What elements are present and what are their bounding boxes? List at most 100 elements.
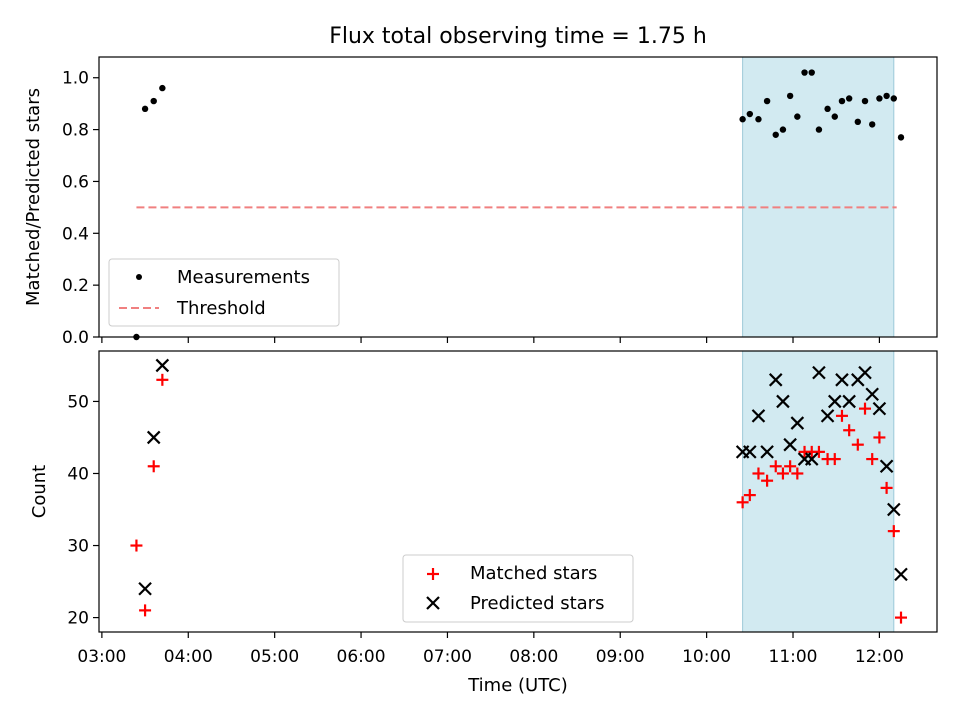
measurement-point — [786, 92, 794, 100]
predicted-point — [743, 445, 757, 459]
measurement-point — [779, 126, 787, 133]
ratio-y-tick-label: 0.0 — [62, 328, 89, 348]
predicted-legend-marker — [426, 596, 440, 610]
matched-point — [843, 424, 856, 437]
ratio-panel: 0.0 0.2 0.4 0.6 0.8 1.0 Matched/Predicted sta… — [23, 56, 938, 348]
matched-point — [859, 402, 872, 415]
measurement-point — [815, 126, 823, 133]
measurement-point — [763, 97, 771, 105]
count-legend-box — [402, 554, 634, 623]
x-tick-label: 08:00 — [509, 647, 558, 667]
x-tick-label: 12:00 — [855, 647, 904, 667]
matched-point — [880, 481, 893, 494]
predicted-point — [804, 452, 819, 466]
matched-point — [866, 453, 879, 466]
x-axis-label: Time (UTC) — [467, 675, 568, 696]
count-y-tick-label: 50 — [67, 392, 89, 412]
ratio-y-tick-label: 0.6 — [62, 172, 89, 192]
matched-point — [791, 467, 804, 480]
measurement-point — [869, 121, 876, 128]
predicted-point — [894, 567, 908, 582]
matched-point — [156, 373, 169, 386]
ratio-y-axis-label: Matched/Predicted stars — [23, 88, 44, 306]
predicted-point — [768, 373, 783, 387]
count-plot-frame — [98, 350, 938, 633]
x-tick-label: 06:00 — [337, 647, 386, 667]
count-legend: Matched stars Predicted stars — [402, 554, 634, 623]
ratio-legend-box — [108, 258, 340, 327]
predicted-point — [776, 394, 790, 409]
predicted-point — [790, 416, 805, 430]
measurement-point — [824, 105, 831, 113]
ratio-y-tick-label: 0.4 — [62, 224, 89, 244]
measurement-point — [861, 97, 869, 105]
matched-point — [784, 460, 797, 473]
ratio-y-tick-label: 1.0 — [62, 69, 89, 89]
ratio-y-tick-label: 0.8 — [62, 121, 89, 141]
x-tick-label: 11:00 — [769, 647, 818, 667]
predicted-legend-label: Predicted stars — [470, 593, 604, 614]
x-tick-label: 10:00 — [682, 647, 731, 667]
measurements-legend-label: Measurements — [177, 267, 310, 288]
matched-point — [147, 460, 160, 473]
count-y-tick-label: 20 — [67, 609, 89, 629]
measurements-legend-marker — [136, 274, 142, 280]
measurement-point — [739, 116, 746, 123]
predicted-point — [760, 445, 774, 459]
matched-point — [761, 474, 774, 487]
chart-title: Flux total observing time = 1.75 h — [329, 24, 707, 49]
predicted-point — [879, 459, 894, 474]
matched-point — [769, 460, 782, 473]
measurement-point — [897, 134, 905, 141]
x-tick-label: 07:00 — [423, 647, 472, 667]
x-tick-label: 09:00 — [596, 647, 645, 667]
measurement-point — [150, 97, 157, 105]
matched-legend-marker — [427, 568, 439, 580]
predicted-point — [783, 437, 797, 452]
predicted-point — [842, 394, 856, 409]
matched-point — [887, 525, 900, 538]
matched-point — [873, 431, 886, 444]
ratio-legend: Measurements Threshold — [108, 258, 340, 327]
measurement-point — [159, 84, 166, 92]
predicted-point — [858, 365, 872, 380]
threshold-legend-label: Threshold — [176, 298, 266, 319]
ratio-y-tick-label: 0.2 — [62, 276, 89, 296]
x-tick-label: 04:00 — [164, 647, 213, 667]
count-panel: 20 30 40 50 03:00 04:00 05:00 06:00 07:00 08:00 0… — [29, 350, 938, 696]
predicted-point — [865, 387, 879, 402]
x-tick-label: 03:00 — [77, 647, 126, 667]
measurement-point — [854, 118, 862, 126]
predicted-point — [138, 581, 152, 596]
matched-point — [130, 539, 143, 552]
measurement-point — [845, 95, 853, 102]
matched-point — [835, 409, 848, 422]
matched-point — [828, 453, 841, 466]
matched-point — [736, 496, 749, 509]
measurement-point — [141, 105, 149, 113]
matched-point — [743, 489, 756, 502]
predicted-point — [812, 365, 826, 380]
measurement-point — [801, 69, 808, 76]
measurement-point — [890, 95, 898, 102]
predicted-point — [155, 358, 170, 373]
measurement-point — [883, 92, 890, 100]
count-y-tick-label: 40 — [67, 464, 89, 484]
measurement-point — [876, 95, 883, 102]
measurement-point — [794, 113, 801, 120]
predicted-point — [835, 373, 849, 387]
count-y-tick-label: 30 — [67, 537, 89, 557]
predicted-point — [820, 409, 835, 423]
x-tick-label: 05:00 — [250, 647, 299, 667]
predicted-point — [827, 394, 842, 409]
measurement-point — [746, 110, 754, 118]
predicted-point — [146, 430, 161, 445]
matched-point — [812, 445, 825, 458]
matched-point — [139, 604, 152, 617]
measurement-point — [831, 113, 838, 120]
predicted-point — [751, 409, 766, 423]
count-y-axis-label: Count — [29, 465, 50, 518]
measurement-point — [772, 131, 779, 138]
measurement-point — [838, 97, 846, 105]
